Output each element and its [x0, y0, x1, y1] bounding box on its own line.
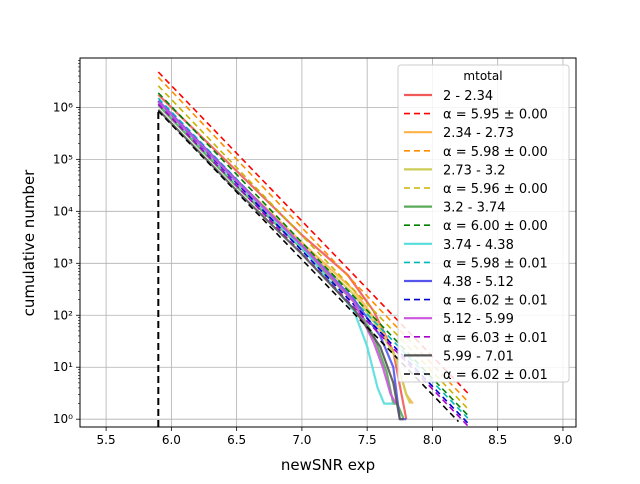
- legend-entries: 2 - 2.34 α = 5.95 ± 0.00 2.34 - 2.73 α = 5.…: [404, 89, 548, 383]
- legend-label: 4.38 - 5.12: [443, 275, 514, 290]
- legend-label: α = 5.98 ± 0.01: [443, 256, 548, 271]
- x-tick-label: 8.5: [488, 433, 507, 447]
- legend-label: α = 6.00 ± 0.00: [443, 219, 548, 234]
- legend-label: α = 5.98 ± 0.00: [443, 145, 548, 160]
- legend-label: 5.99 - 7.01: [443, 349, 514, 364]
- x-ticks: 5.5 6.0 6.5 7.0 7.5 8.0 8.5 9.0: [97, 427, 572, 447]
- series-line-8: [157, 101, 394, 405]
- y-axis-label: cumulative number: [20, 169, 38, 317]
- y-tick-label: 10⁰: [53, 412, 73, 426]
- x-tick-label: 9.0: [553, 433, 572, 447]
- legend-label: 3.2 - 3.74: [443, 201, 506, 216]
- legend-label: 2.34 - 2.73: [443, 126, 514, 141]
- y-tick-label: 10²: [53, 308, 73, 322]
- x-axis-label: newSNR exp: [281, 456, 375, 474]
- plot-frame: [79, 57, 577, 428]
- x-tick-label: 8.0: [423, 433, 442, 447]
- legend: mtotal 2 - 2.34 α = 5.95 ± 0.00 2.34 - 2.7…: [397, 64, 570, 383]
- legend-label: α = 6.02 ± 0.01: [443, 368, 548, 383]
- legend-label: 2.73 - 3.2: [443, 163, 506, 178]
- x-tick-label: 6.0: [162, 433, 181, 447]
- legend-label: α = 6.02 ± 0.01: [443, 294, 548, 309]
- x-tick-label: 7.0: [292, 433, 311, 447]
- legend-label: 5.12 - 5.99: [443, 312, 514, 327]
- legend-box: [397, 64, 570, 383]
- y-tick-label: 10⁵: [53, 152, 73, 166]
- y-tick-label: 10³: [53, 256, 73, 270]
- y-tick-label: 10⁶: [53, 100, 73, 114]
- fit-line-15: [157, 110, 460, 423]
- legend-title: mtotal: [463, 69, 502, 83]
- y-tick-label: 10⁴: [53, 204, 73, 218]
- x-tick-label: 7.5: [358, 433, 377, 447]
- y-tick-label: 10¹: [53, 360, 73, 374]
- legend-label: α = 6.03 ± 0.01: [443, 331, 548, 346]
- legend-label: α = 5.95 ± 0.00: [443, 108, 548, 123]
- legend-label: α = 5.96 ± 0.00: [443, 182, 548, 197]
- x-tick-label: 6.5: [227, 433, 246, 447]
- legend-label: 3.74 - 4.38: [443, 238, 514, 253]
- y-ticks: 10⁰ 10¹ 10² 10³ 10⁴ 10⁵ 10⁶: [53, 60, 80, 426]
- legend-label: 2 - 2.34: [443, 89, 493, 104]
- x-tick-label: 5.5: [97, 433, 116, 447]
